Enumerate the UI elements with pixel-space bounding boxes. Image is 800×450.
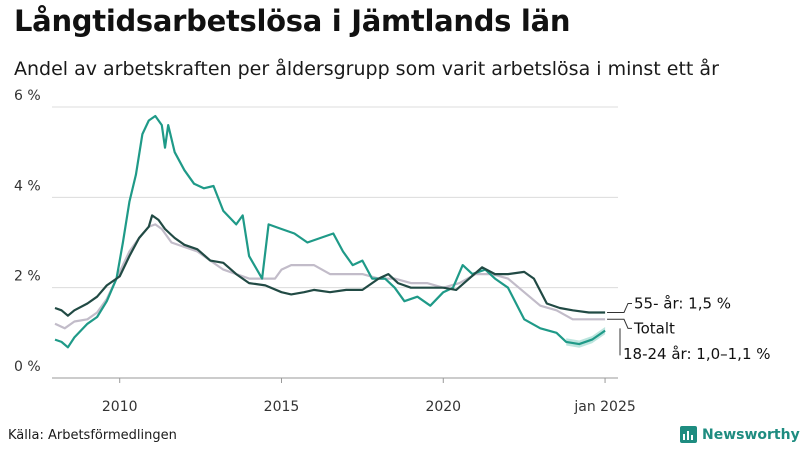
y-tick-label: 6 % [14, 88, 41, 104]
x-tick-label: 2020 [425, 399, 461, 415]
x-tick-label: 2010 [102, 399, 138, 415]
leader-55 [607, 302, 632, 314]
x-tick-label: jan 2025 [573, 399, 635, 415]
gridlines [52, 106, 618, 379]
chart-subtitle: Andel av arbetskraften per åldersgrupp s… [14, 58, 719, 80]
range-band-18-24 [566, 327, 606, 348]
x-tick-label: 2015 [264, 399, 300, 415]
chart-title: Långtidsarbetslösa i Jämtlands län [14, 4, 571, 38]
series-line-55-plus [54, 214, 606, 317]
source-note: Källa: Arbetsförmedlingen [8, 428, 177, 443]
brand-name: Newsworthy [702, 426, 800, 443]
x-axis-ticks: 2010 2015 2020 jan 2025 [102, 378, 636, 415]
bar-chart-icon [680, 426, 697, 443]
leader-totalt [607, 318, 632, 329]
y-tick-label: 0 % [14, 359, 41, 375]
label-totalt: Totalt [633, 319, 675, 337]
y-tick-label: 2 % [14, 269, 41, 285]
label-55: 55- år: 1,5 % [634, 294, 731, 312]
y-axis-ticks: 0 % 2 % 4 % 6 % [14, 88, 41, 375]
series-lines [54, 114, 606, 349]
brand-logo: Newsworthy [680, 426, 800, 443]
y-tick-label: 4 % [14, 178, 41, 194]
series-line-18-24 [54, 114, 606, 349]
series-annotations: 55- år: 1,5 % Totalt 18-24 år: 1,0–1,1 % [607, 294, 771, 363]
line-chart: 0 % 2 % 4 % 6 % 2010 2015 2020 jan 2025 55- år… [14, 88, 771, 415]
label-18-24: 18-24 år: 1,0–1,1 % [623, 345, 771, 363]
